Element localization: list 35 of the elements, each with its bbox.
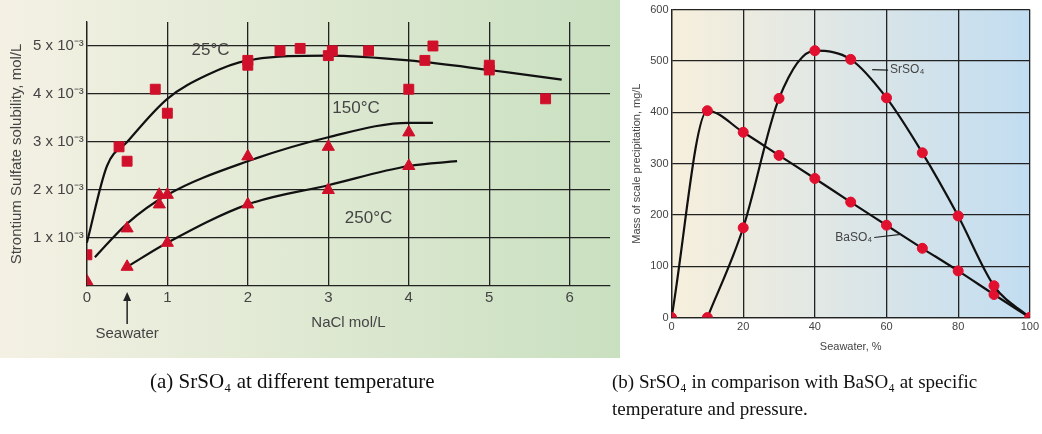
x-tick-label: 80 <box>952 320 965 333</box>
x-tick-label: 5 <box>485 288 494 306</box>
x-tick-label: 100 <box>1020 320 1039 333</box>
x-tick-label: 20 <box>737 320 750 333</box>
x-axis-title: Seawater, % <box>819 340 882 353</box>
y-tick-label: 100 <box>650 259 669 272</box>
y-tick-label: 500 <box>650 53 669 66</box>
y-tick-label: 0 <box>662 310 669 323</box>
x-tick-label: 1 <box>163 288 172 306</box>
x-tick-label: 6 <box>565 288 574 306</box>
y-tick-label: 2 x 10⁻³ <box>33 180 84 198</box>
series-label: 150°C <box>332 98 380 118</box>
text: (b) SrSO₄ in comparison with BaSO₄ at specific temperature and pressure. <box>612 370 979 421</box>
y-tick-label: 200 <box>650 207 669 220</box>
y-tick-label: 4 x 10⁻³ <box>33 84 84 102</box>
y-axis-title: Mass of scale precipitation, mg/L <box>629 83 642 244</box>
text: (a) SrSO₄ at different temperature <box>150 369 435 393</box>
series-label: SrSO₄ <box>890 62 925 77</box>
x-axis-title: NaCl mol/L <box>311 313 386 331</box>
series-label: BaSO₄ <box>835 229 873 244</box>
y-tick-label: 400 <box>650 105 669 118</box>
y-tick-label: 3 x 10⁻³ <box>33 132 84 150</box>
y-tick-label: 5 x 10⁻³ <box>33 36 84 54</box>
x-tick-label: 3 <box>324 288 333 306</box>
x-tick-label: 40 <box>808 320 821 333</box>
x-tick-label: 2 <box>243 288 252 306</box>
y-tick-label: 1 x 10⁻³ <box>33 228 84 246</box>
y-tick-label: 600 <box>650 2 669 15</box>
y-axis-title: Strontium Sulfate solubility, mol/L <box>7 43 25 265</box>
series-label: 25°C <box>191 40 230 60</box>
y-tick-label: 300 <box>650 156 669 169</box>
x-tick-label: 60 <box>880 320 893 333</box>
text: Seawater <box>95 323 159 341</box>
series-label: 250°C <box>344 208 393 228</box>
x-tick-label: 4 <box>404 288 413 306</box>
